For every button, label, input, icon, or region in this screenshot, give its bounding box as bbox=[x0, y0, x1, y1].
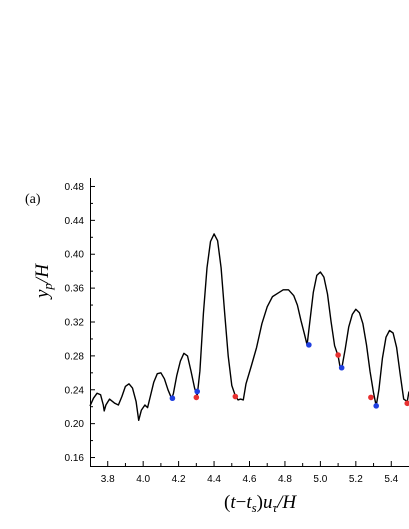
blue-marker bbox=[338, 364, 345, 371]
y-tick-label: 0.44 bbox=[65, 216, 85, 227]
y-tick-label: 0.28 bbox=[65, 351, 85, 362]
red-marker bbox=[335, 352, 341, 358]
x-tick-label: 4.4 bbox=[207, 474, 221, 485]
tick-layer: 3.8 4.0 4.2 4.4 4.6 4.8 5.0 5.2 5.4 0.16 0.20 0.24 0… bbox=[65, 182, 399, 485]
plot-area bbox=[89, 233, 409, 421]
x-tick-label: 4.8 bbox=[278, 474, 292, 485]
x-tick-label: 4.2 bbox=[172, 474, 186, 485]
y-tick-label: 0.20 bbox=[65, 419, 85, 430]
x-tick-label: 4.6 bbox=[243, 474, 257, 485]
x-tick-label: 5.2 bbox=[349, 474, 363, 485]
y-tick-label: 0.32 bbox=[65, 318, 85, 329]
x-tick-label: 5.0 bbox=[313, 474, 327, 485]
y-tick-label: 0.48 bbox=[65, 182, 85, 193]
y-tick-label: 0.36 bbox=[65, 284, 85, 295]
x-tick-label: 3.8 bbox=[101, 474, 115, 485]
red-marker bbox=[232, 393, 239, 400]
y-axis-title: yp/H bbox=[32, 263, 55, 300]
red-marker bbox=[368, 394, 374, 401]
panel-label: (a) bbox=[25, 192, 41, 207]
trajectory-line bbox=[89, 233, 409, 421]
y-tick-label: 0.40 bbox=[65, 250, 85, 261]
x-tick-label: 5.4 bbox=[384, 474, 398, 485]
blue-marker bbox=[306, 342, 312, 348]
x-axis-title: (t−ts)uτ/H bbox=[224, 492, 297, 515]
y-tick-label: 0.24 bbox=[65, 385, 85, 396]
blue-marker bbox=[169, 395, 176, 402]
blue-marker bbox=[373, 403, 380, 409]
y-tick-label: 0.16 bbox=[65, 453, 85, 464]
blue-marker bbox=[194, 388, 201, 395]
x-tick-label: 4.0 bbox=[136, 474, 150, 485]
red-marker bbox=[404, 400, 409, 407]
red-marker bbox=[193, 394, 200, 401]
